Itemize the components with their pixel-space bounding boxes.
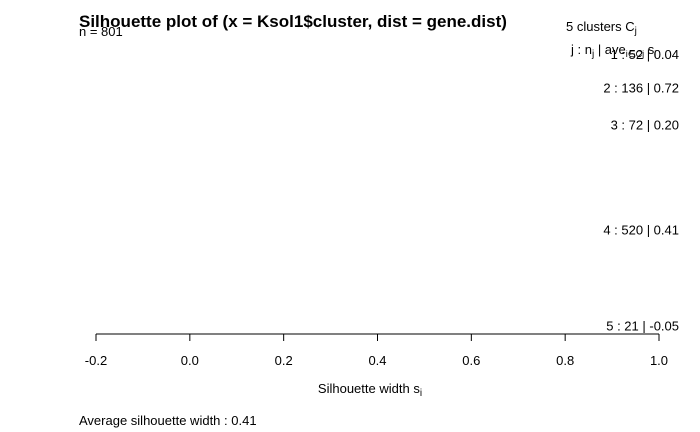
cluster-row-3: 3 : 72 | 0.20 (611, 117, 679, 132)
x-ticks: -0.2 0.0 0.2 0.4 0.6 0.8 1.0 (85, 334, 668, 368)
x-axis-label: Silhouette width si (318, 381, 422, 399)
average-silhouette-width: Average silhouette width : 0.41 (79, 413, 257, 428)
x-tick-label: 1.0 (650, 353, 668, 368)
columns-header: j : nj | avei∈Cj si (570, 42, 656, 60)
cluster-row-5: 5 : 21 | -0.05 (606, 318, 679, 333)
cluster-row-1: 1 : 52 | 0.04 (611, 47, 679, 62)
cluster-row-2: 2 : 136 | 0.72 (603, 81, 679, 96)
x-tick-label: 0.2 (275, 353, 293, 368)
cluster-rows: 1 : 52 | 0.04 2 : 136 | 0.72 3 : 72 | 0.20… (603, 47, 679, 333)
n-label: n = 801 (79, 24, 123, 39)
cluster-row-4: 4 : 520 | 0.41 (603, 222, 679, 237)
chart-title: Silhouette plot of (x = Ksol1$cluster, d… (79, 12, 507, 31)
x-tick-label: 0.4 (368, 353, 386, 368)
clusters-header: 5 clusters Cj (566, 19, 637, 37)
x-tick-label: -0.2 (85, 353, 107, 368)
x-tick-label: 0.0 (181, 353, 199, 368)
x-tick-label: 0.6 (462, 353, 480, 368)
x-tick-label: 0.8 (556, 353, 574, 368)
